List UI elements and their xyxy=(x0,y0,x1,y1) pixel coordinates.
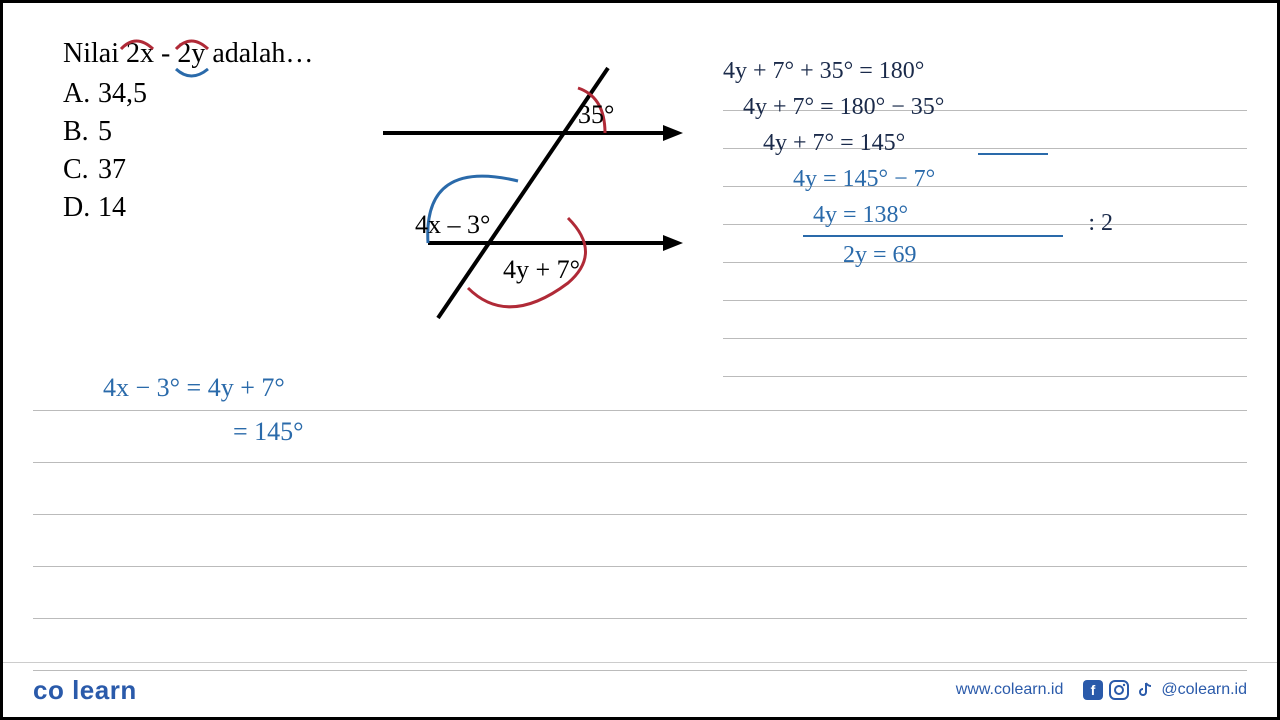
geometry-diagram: 35° 4x – 3° 4y + 7° xyxy=(373,53,693,333)
arc-annotations xyxy=(118,31,248,81)
social-handle: @colearn.id xyxy=(1161,681,1247,699)
social-icons: f @colearn.id xyxy=(1083,680,1247,700)
hw-r-6: 2y = 69 xyxy=(723,237,1063,273)
option-b: B.5 xyxy=(63,116,147,148)
prompt-prefix: Nilai xyxy=(63,38,126,69)
logo: co learn xyxy=(33,675,137,706)
logo-dot xyxy=(64,675,72,705)
hw-r-4: 4y = 145° − 7° xyxy=(723,161,1063,197)
tiktok-icon xyxy=(1135,680,1155,700)
divide-note: : 2 xyxy=(1088,205,1113,241)
svg-text:f: f xyxy=(1091,682,1096,698)
hw-l-1: 4x − 3° = 4y + 7° xyxy=(103,373,304,403)
handwriting-right: 4y + 7° + 35° = 180° 4y + 7° = 180° − 35… xyxy=(723,53,1063,273)
hw-r-3: 4y + 7° = 145° xyxy=(723,125,1063,161)
label-35: 35° xyxy=(578,100,614,129)
option-a: A.34,5 xyxy=(63,78,147,110)
hw-r-5: 4y = 138° xyxy=(813,202,908,228)
facebook-icon: f xyxy=(1083,680,1103,700)
hw-r-1: 4y + 7° + 35° = 180° xyxy=(723,53,1063,89)
label-4y: 4y + 7° xyxy=(503,255,580,284)
handwriting-left: 4x − 3° = 4y + 7° = 145° xyxy=(103,373,304,447)
footer-url: www.colearn.id xyxy=(956,681,1064,699)
option-d: D.14 xyxy=(63,192,147,224)
answer-options: A.34,5 B.5 C.37 D.14 xyxy=(63,78,147,230)
instagram-icon xyxy=(1109,680,1129,700)
option-c: C.37 xyxy=(63,154,147,186)
hw-r-2: 4y + 7° = 180° − 35° xyxy=(723,89,1063,125)
footer: co learn www.colearn.id f @colearn.id xyxy=(3,662,1277,717)
hw-l-2: = 145° xyxy=(103,417,304,447)
label-4x: 4x – 3° xyxy=(415,210,490,239)
